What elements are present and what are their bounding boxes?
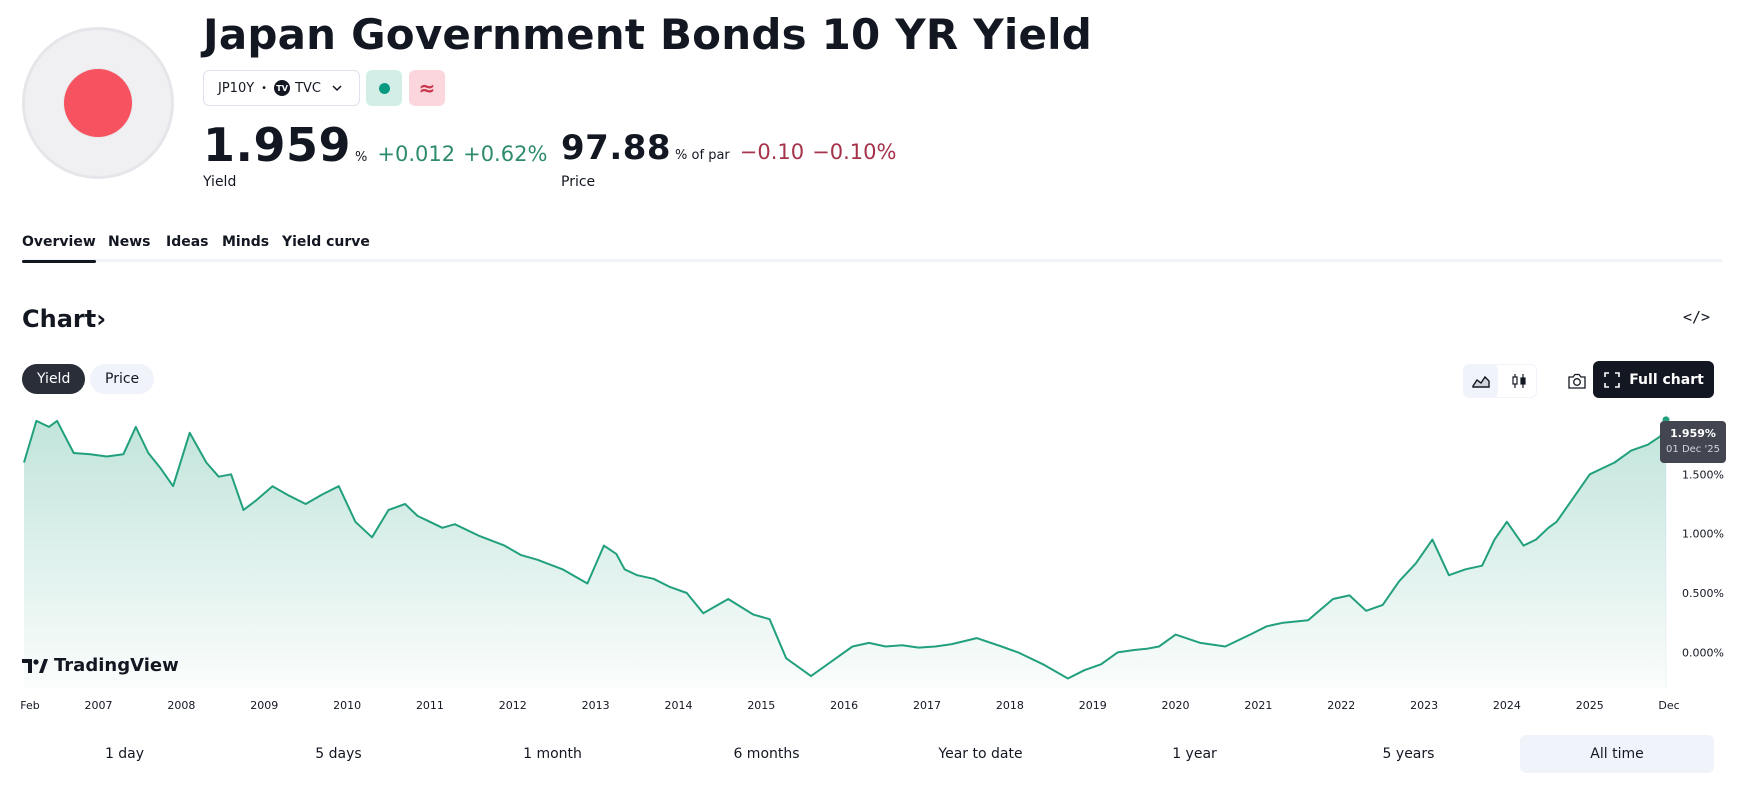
candles-chart-style-button[interactable] — [1502, 364, 1536, 398]
y-tick-label: 1.000% — [1682, 528, 1724, 541]
x-tick-label: Feb — [20, 699, 39, 712]
range-5-days[interactable]: 5 days — [315, 746, 362, 762]
camera-icon — [1568, 373, 1586, 389]
area-chart-icon — [1472, 375, 1490, 388]
chart-section-title[interactable]: Chart› — [22, 305, 106, 333]
tradingview-logo[interactable]: TradingView — [22, 655, 179, 676]
price-toggle-button[interactable]: Price — [90, 364, 155, 394]
x-tick-label: 2017 — [913, 699, 941, 712]
x-tick-label: 2013 — [582, 699, 610, 712]
snapshot-button[interactable] — [1560, 364, 1594, 398]
area-chart-style-button[interactable] — [1464, 364, 1498, 398]
x-tick-label: 2014 — [664, 699, 692, 712]
yield-series-line — [23, 419, 1667, 680]
x-tick-label: 2024 — [1493, 699, 1521, 712]
tab-ideas[interactable]: Ideas — [166, 234, 209, 250]
market-open-dot-icon — [378, 82, 390, 94]
range-6-months[interactable]: 6 months — [733, 746, 800, 762]
time-range-selector: 1 day 5 days 1 month 6 months Year to da… — [22, 735, 1714, 773]
range-1-day[interactable]: 1 day — [104, 746, 145, 762]
chart-section-title-text: Chart — [22, 305, 97, 333]
price-change-percent: −0.10% — [812, 140, 897, 164]
price-change: −0.10 — [739, 140, 805, 164]
x-tick-label: 2010 — [333, 699, 361, 712]
page-tabs: Overview News Ideas Minds Yield curve — [22, 228, 1722, 263]
x-tick-label: 2008 — [167, 699, 195, 712]
price-tooltip: 1.959% 01 Dec '25 — [1660, 421, 1726, 463]
fullscreen-icon — [1604, 371, 1620, 388]
symbol-separator: • — [261, 82, 268, 94]
approximate-data-button[interactable]: ≈ — [409, 70, 445, 106]
x-tick-label: 2009 — [250, 699, 278, 712]
price-unit: % of par — [675, 148, 730, 163]
y-tick-label: 0.000% — [1682, 646, 1724, 659]
yield-chart[interactable]: 1.500% 1.000% 0.500% 0.000% Feb 2007 2008 2009 2… — [0, 405, 1752, 715]
yield-area-fill — [24, 419, 1666, 688]
yield-change-percent: +0.62% — [463, 142, 548, 166]
range-1-month[interactable]: 1 month — [523, 746, 582, 762]
x-tick-label: 2011 — [416, 699, 444, 712]
yield-label: Yield — [203, 174, 237, 190]
y-tick-label: 1.500% — [1682, 468, 1724, 481]
approx-icon: ≈ — [418, 76, 436, 100]
x-tick-label: 2012 — [499, 699, 527, 712]
exchange-label: TVC — [295, 80, 321, 96]
yield-unit: % — [355, 150, 368, 165]
x-tick-label: 2020 — [1162, 699, 1190, 712]
embed-code-button[interactable]: </> — [1683, 308, 1711, 326]
x-tick-label: 2025 — [1576, 699, 1604, 712]
y-tick-label: 0.500% — [1682, 587, 1724, 600]
full-chart-button[interactable]: Full chart — [1593, 361, 1714, 398]
tab-news[interactable]: News — [108, 234, 151, 250]
x-tick-label: 2016 — [830, 699, 858, 712]
range-all-time[interactable]: All time — [1520, 735, 1714, 773]
tradingview-logo-icon — [22, 658, 48, 673]
chart-style-group — [1463, 364, 1537, 398]
range-1-year[interactable]: 1 year — [1172, 746, 1217, 762]
x-tick-label: Dec — [1658, 699, 1679, 712]
x-tick-label: 2007 — [85, 699, 113, 712]
x-tick-label: 2019 — [1079, 699, 1107, 712]
yield-change: +0.012 — [377, 142, 456, 166]
market-open-status-button[interactable] — [366, 70, 402, 106]
tooltip-value: 1.959% — [1670, 427, 1716, 440]
range-5-years[interactable]: 5 years — [1382, 746, 1435, 762]
page-title: Japan Government Bonds 10 YR Yield — [203, 10, 1093, 59]
tradingview-badge-icon: TV — [274, 80, 291, 96]
yield-value: 1.959 — [203, 118, 352, 172]
x-tick-label: 2021 — [1244, 699, 1272, 712]
flag-avatar — [22, 27, 174, 179]
tab-minds[interactable]: Minds — [222, 234, 270, 250]
candlestick-icon — [1512, 374, 1526, 388]
price-value: 97.88 — [561, 128, 672, 168]
yield-quote: 1.959% +0.012 +0.62% Yield — [203, 118, 548, 190]
x-tick-label: 2015 — [747, 699, 775, 712]
x-tick-label: 2018 — [996, 699, 1024, 712]
chevron-right-icon: › — [96, 305, 107, 333]
tradingview-wordmark: TradingView — [54, 655, 179, 676]
japan-flag-icon — [64, 69, 132, 137]
price-quote: 97.88% of par −0.10 −0.10% Price — [561, 128, 897, 190]
tab-overview[interactable]: Overview — [22, 234, 96, 263]
yield-toggle-button[interactable]: Yield — [22, 364, 86, 394]
symbol-label: JP10Y — [218, 80, 255, 96]
symbol-exchange-selector[interactable]: JP10Y • TV TVC — [203, 70, 360, 106]
x-tick-label: 2023 — [1410, 699, 1438, 712]
chevron-down-icon — [332, 85, 342, 92]
tab-yield-curve[interactable]: Yield curve — [282, 234, 370, 250]
price-label: Price — [561, 174, 596, 190]
full-chart-label: Full chart — [1629, 371, 1704, 388]
tooltip-date: 01 Dec '25 — [1666, 444, 1720, 455]
range-year-to-date[interactable]: Year to date — [938, 746, 1023, 762]
x-tick-label: 2022 — [1327, 699, 1355, 712]
